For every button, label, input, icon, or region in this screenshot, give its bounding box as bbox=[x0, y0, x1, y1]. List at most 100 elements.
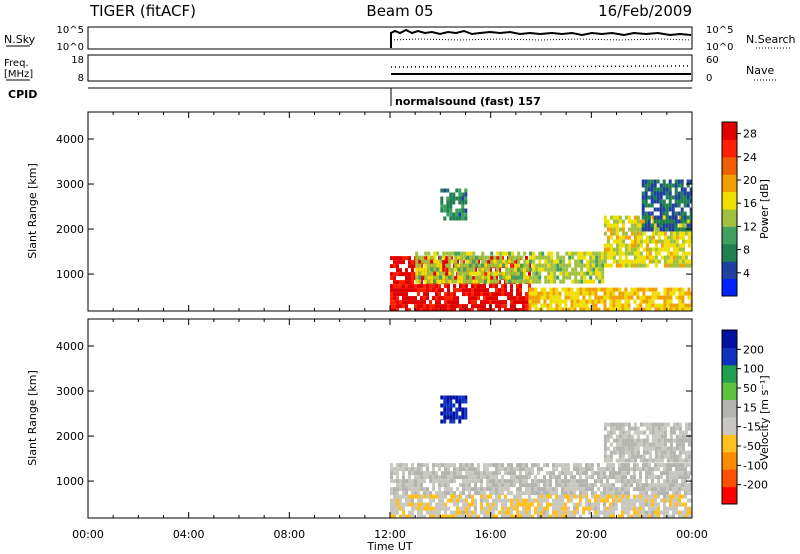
power-cell bbox=[639, 299, 643, 304]
velocity-cell bbox=[474, 479, 477, 484]
velocity-cell bbox=[621, 426, 625, 431]
velocity-cell bbox=[558, 463, 561, 468]
power-cell bbox=[435, 288, 438, 293]
power-cell bbox=[420, 264, 423, 269]
power-cell bbox=[408, 276, 411, 281]
velocity-cell bbox=[603, 454, 607, 459]
power-cell bbox=[568, 255, 572, 260]
power-cell bbox=[474, 268, 477, 273]
velocity-cell bbox=[606, 498, 609, 503]
power-cell bbox=[396, 272, 399, 277]
velocity-cell bbox=[636, 467, 639, 472]
velocity-cell bbox=[663, 442, 667, 447]
velocity-cell bbox=[678, 438, 682, 443]
velocity-cell bbox=[441, 494, 444, 499]
power-cell bbox=[684, 239, 688, 244]
power-cell bbox=[449, 216, 453, 221]
power-cell bbox=[417, 292, 420, 297]
power-cell bbox=[585, 287, 589, 292]
power-cell bbox=[627, 307, 631, 311]
velocity-cell bbox=[443, 415, 447, 420]
velocity-cell bbox=[513, 514, 516, 518]
velocity-cell bbox=[633, 494, 636, 499]
power-cell bbox=[573, 299, 577, 304]
velocity-cell bbox=[390, 471, 393, 476]
velocity-cell bbox=[675, 422, 679, 427]
velocity-cell bbox=[399, 463, 402, 468]
power-cell bbox=[411, 272, 414, 277]
velocity-cell bbox=[633, 458, 637, 463]
power-cell bbox=[568, 259, 572, 264]
velocity-cell bbox=[462, 506, 465, 511]
velocity-cell bbox=[528, 510, 531, 515]
power-cell bbox=[644, 211, 648, 216]
power-cell bbox=[666, 295, 670, 300]
power-cell bbox=[471, 284, 474, 289]
velocity-cell bbox=[660, 463, 663, 468]
velocity-cell bbox=[567, 491, 570, 496]
velocity-cell bbox=[534, 487, 537, 492]
power-cell bbox=[390, 256, 393, 261]
velocity-cell bbox=[639, 502, 642, 507]
power-cell bbox=[504, 284, 507, 289]
velocity-cell bbox=[603, 438, 607, 443]
power-cell bbox=[659, 219, 663, 224]
power-cell bbox=[639, 303, 643, 308]
velocity-cell bbox=[402, 514, 405, 518]
power-cell bbox=[535, 279, 539, 284]
velocity-cell bbox=[495, 498, 498, 503]
velocity-cell bbox=[603, 510, 606, 515]
velocity-cell bbox=[446, 415, 450, 420]
power-cell bbox=[555, 295, 559, 300]
power-cell bbox=[499, 259, 503, 264]
velocity-cell bbox=[651, 442, 655, 447]
freq-tick-low: 8 bbox=[78, 73, 84, 84]
power-cell bbox=[659, 215, 663, 220]
velocity-cell bbox=[555, 510, 558, 515]
velocity-cell bbox=[453, 463, 456, 468]
velocity-cell bbox=[486, 483, 489, 488]
velocity-cell bbox=[453, 510, 456, 515]
velocity-cell bbox=[672, 502, 675, 507]
velocity-cell bbox=[660, 422, 664, 427]
velocity-cell bbox=[666, 506, 669, 511]
velocity-cell bbox=[405, 483, 408, 488]
power-cell bbox=[615, 223, 619, 228]
velocity-cell bbox=[678, 446, 682, 451]
velocity-cell bbox=[603, 475, 606, 480]
power-cell bbox=[615, 215, 619, 220]
velocity-cell bbox=[669, 450, 673, 455]
power-cell bbox=[681, 255, 685, 260]
velocity-cell bbox=[558, 483, 561, 488]
velocity-cell bbox=[672, 450, 676, 455]
velocity-cell bbox=[474, 502, 477, 507]
velocity-cell bbox=[648, 467, 651, 472]
power-cell bbox=[654, 303, 658, 308]
velocity-cell bbox=[450, 463, 453, 468]
power-cell bbox=[430, 267, 434, 272]
power-cell bbox=[595, 251, 599, 256]
power-cell bbox=[517, 263, 521, 268]
power-cell bbox=[484, 267, 488, 272]
velocity-cell bbox=[678, 450, 682, 455]
power-cell bbox=[390, 308, 393, 311]
velocity-cell bbox=[606, 438, 610, 443]
velocity-cell bbox=[612, 475, 615, 480]
power-cell bbox=[446, 212, 450, 217]
power-cell bbox=[444, 268, 447, 273]
power-cell bbox=[502, 275, 506, 280]
velocity-cell bbox=[630, 454, 634, 459]
velocity-cell bbox=[452, 419, 456, 424]
velocity-cell bbox=[543, 491, 546, 496]
power-cell bbox=[654, 243, 658, 248]
power-cell bbox=[580, 267, 584, 272]
velocity-cell bbox=[513, 483, 516, 488]
velocity-cell bbox=[672, 494, 675, 499]
power-cell bbox=[421, 255, 425, 260]
power-colorbar-swatch bbox=[722, 261, 737, 280]
velocity-cell bbox=[540, 498, 543, 503]
velocity-cell bbox=[675, 446, 679, 451]
power-cell bbox=[417, 304, 420, 309]
velocity-cell bbox=[642, 454, 646, 459]
power-cell bbox=[671, 211, 675, 216]
